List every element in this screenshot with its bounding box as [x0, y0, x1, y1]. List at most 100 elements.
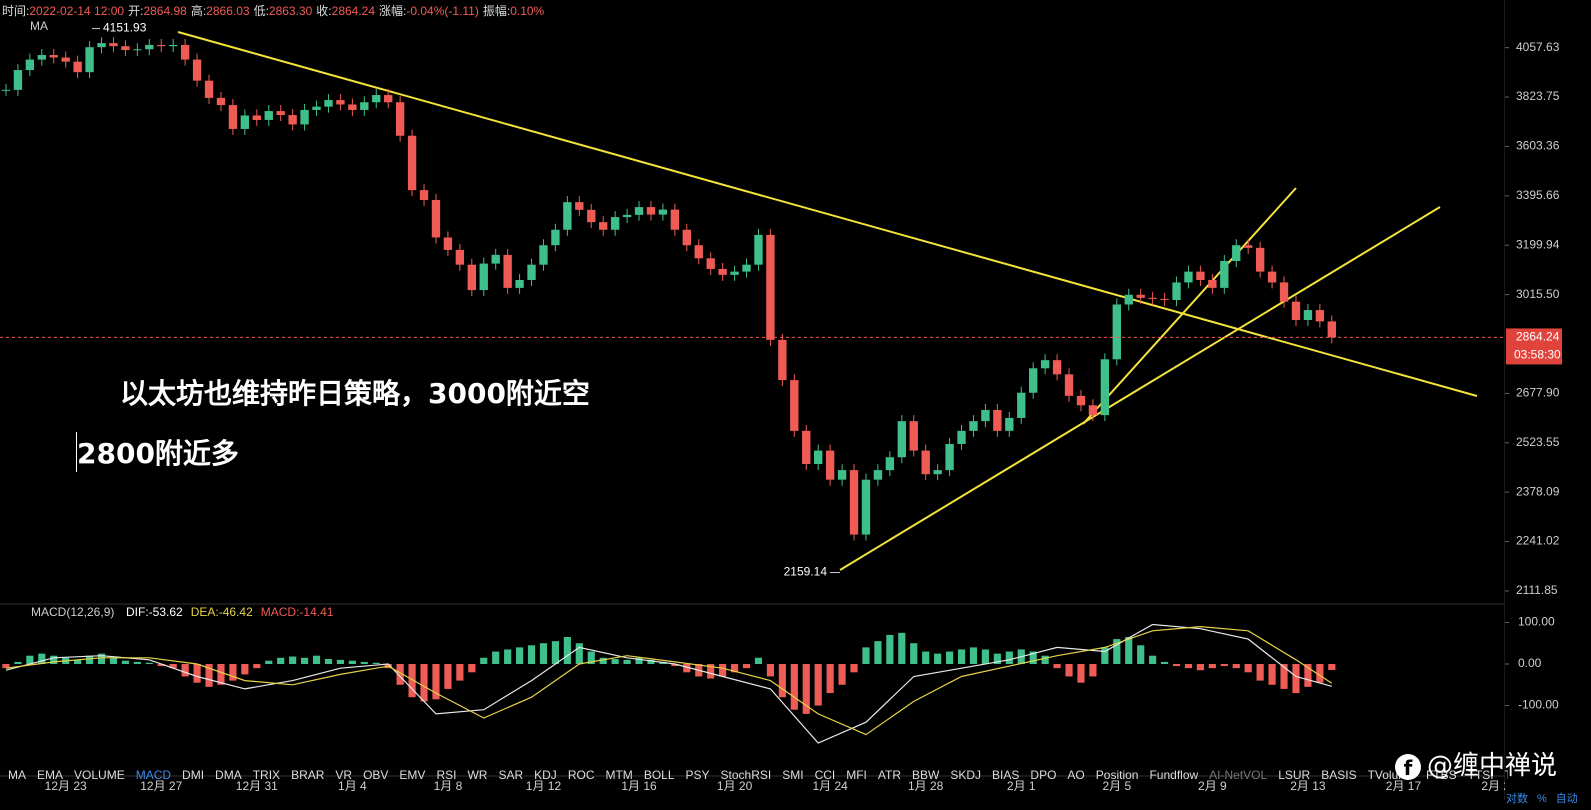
macd-bar — [14, 661, 22, 665]
header-value: 2864.24 — [331, 4, 376, 18]
macd-bar — [611, 659, 619, 665]
indicator-tab[interactable]: MACD — [135, 768, 172, 782]
indicator-tab[interactable]: OBV — [363, 768, 389, 782]
indicator-tab[interactable]: BIAS — [992, 768, 1020, 782]
x-tick-label: 1月 20 — [717, 779, 753, 793]
indicator-tab[interactable]: EMV — [399, 768, 426, 782]
macd-bar — [205, 664, 213, 687]
macd-bar — [133, 661, 141, 665]
indicator-tab[interactable]: BOLL — [643, 768, 675, 782]
indicator-tab[interactable]: SKDJ — [950, 768, 982, 782]
y-tick-label: -100.00 — [1518, 698, 1559, 712]
y-tick-label: 0.00 — [1518, 656, 1542, 670]
indicator-tab[interactable]: Fundflow — [1149, 768, 1199, 782]
macd-bar — [1208, 664, 1216, 669]
trend-line — [1082, 187, 1297, 425]
x-tick-label: 1月 16 — [621, 779, 657, 793]
low-label: 2159.14 — [784, 565, 828, 579]
header-value: 0.10% — [510, 4, 545, 18]
macd-bar — [217, 664, 225, 685]
indicator-tab[interactable]: StochRSI — [720, 768, 772, 782]
indicator-tab[interactable]: BASIS — [1321, 768, 1357, 782]
last-price-label: 2864.24 — [1516, 330, 1560, 344]
indicator-tab[interactable]: EMA — [37, 768, 64, 782]
macd-bar — [348, 660, 356, 665]
x-tick-label: 12月 31 — [236, 779, 278, 793]
indicator-tab[interactable]: LSUR — [1278, 768, 1311, 782]
x-tick-label: 1月 8 — [434, 779, 463, 793]
indicator-tab[interactable]: MA — [8, 768, 26, 782]
indicator-tab[interactable]: SAR — [498, 768, 524, 782]
indicator-tab[interactable]: MFI — [846, 768, 867, 782]
header-label: 低: — [253, 4, 269, 18]
indicator-tab[interactable]: VR — [335, 768, 353, 782]
macd-bar — [946, 651, 954, 665]
indicator-tab[interactable]: AI-NetVOL — [1209, 768, 1268, 782]
indicator-tab[interactable]: DMA — [215, 768, 242, 782]
macd-bar — [516, 647, 524, 665]
macd-bar — [253, 664, 261, 669]
indicator-tab[interactable]: SMI — [782, 768, 804, 782]
macd-bar — [551, 641, 559, 665]
macd-bar — [468, 664, 476, 673]
indicator-tab[interactable]: AO — [1067, 768, 1085, 782]
indicator-tab[interactable]: TTMO — [1505, 768, 1508, 782]
annotation: 2800附近多 — [76, 432, 239, 472]
x-tick-label: 1月 4 — [338, 779, 367, 793]
indicator-tab[interactable]: RSI — [436, 768, 457, 782]
indicator-tab[interactable]: ATR — [877, 768, 902, 782]
macd-bar — [731, 664, 739, 673]
indicator-tab[interactable]: CCI — [814, 768, 836, 782]
macd-bar — [2, 664, 10, 669]
y-tick-label: 2677.90 — [1516, 386, 1560, 400]
indicator-tab[interactable]: BRAR — [291, 768, 325, 782]
indicator-tab[interactable]: TRIX — [252, 768, 281, 782]
indicator-tab[interactable]: DMI — [182, 768, 205, 782]
macd-bar — [1041, 655, 1049, 665]
scale-option[interactable]: 对数 — [1506, 793, 1528, 805]
macd-bar — [886, 634, 894, 665]
macd-bar — [312, 655, 321, 665]
macd-bar — [981, 649, 989, 665]
indicator-tab[interactable]: DPO — [1030, 768, 1057, 782]
macd-bar — [169, 664, 177, 669]
macd-bar — [1113, 639, 1121, 665]
macd-bar — [1292, 664, 1300, 694]
indicator-line — [5, 625, 1333, 736]
macd-legend: MACD:-14.41 — [261, 605, 334, 619]
indicator-tab[interactable]: KDJ — [534, 768, 557, 782]
scale-option[interactable]: % — [1537, 793, 1547, 805]
macd-bar — [420, 664, 428, 702]
macd-bar — [74, 659, 82, 665]
y-tick-label: 3015.50 — [1516, 287, 1560, 301]
indicator-tab[interactable]: PSY — [685, 768, 710, 782]
macd-bar — [38, 653, 46, 665]
macd-bar — [1101, 647, 1109, 665]
macd-bar — [1268, 664, 1276, 685]
indicator-tab[interactable]: BBW — [912, 768, 940, 782]
indicator-tab[interactable]: Position — [1095, 768, 1139, 782]
indicator-tab[interactable]: ROC — [567, 768, 595, 782]
macd-bar — [766, 664, 774, 677]
macd-bar — [599, 657, 607, 665]
indicator-tab[interactable]: MTM — [605, 768, 633, 782]
macd-bar — [1029, 651, 1037, 665]
indicator-tab[interactable]: VOLUME — [74, 768, 125, 782]
macd-bar — [1053, 664, 1061, 669]
trend-lines — [177, 31, 1478, 571]
macd-bar — [265, 660, 273, 665]
indicator-tab[interactable]: TTSI — [1467, 768, 1494, 782]
macd-bar — [301, 657, 309, 665]
macd-bar — [277, 657, 285, 665]
scale-option[interactable]: 自动 — [1555, 793, 1578, 805]
y-tick-label: 3823.75 — [1516, 89, 1560, 103]
macd-bar — [575, 643, 583, 665]
candles — [1, 37, 1336, 541]
indicator-line — [5, 623, 1332, 744]
indicator-tab[interactable]: FTBS — [1425, 768, 1457, 782]
indicator-tab[interactable]: WR — [467, 768, 488, 782]
header-value: 2863.30 — [268, 4, 313, 18]
macd-bar — [1232, 664, 1240, 669]
macd-title: MACD(12,26,9) — [31, 605, 114, 619]
macd-bar — [1125, 636, 1133, 665]
